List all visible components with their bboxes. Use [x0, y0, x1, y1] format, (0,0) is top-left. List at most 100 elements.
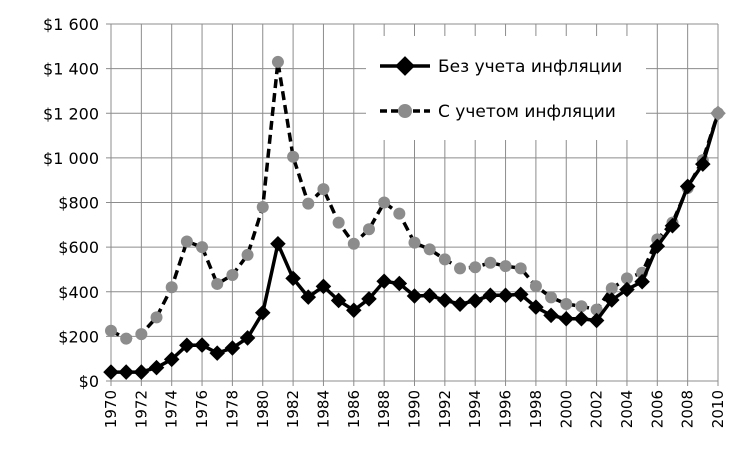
data-point-nominal [679, 178, 696, 195]
data-point-nominal [452, 296, 468, 313]
x-tick-label: 2000 [557, 390, 575, 428]
data-point-real [499, 260, 512, 273]
x-tick-label: 1986 [345, 390, 363, 428]
y-tick-label: $0 [79, 372, 99, 391]
data-point-real [438, 253, 451, 266]
y-tick-label: $200 [58, 327, 99, 346]
x-tick-label: 1976 [193, 390, 211, 428]
data-point-nominal [163, 351, 180, 368]
x-tick-label: 1990 [406, 390, 424, 428]
legend-label-real: С учетом инфляции [438, 102, 616, 122]
data-point-real [226, 269, 239, 282]
data-point-real [317, 183, 330, 196]
data-point-real [135, 328, 148, 341]
data-point-real [256, 200, 269, 213]
data-point-nominal [437, 292, 453, 309]
data-point-real [180, 235, 193, 248]
data-point-real [454, 262, 467, 275]
x-tick-label: 1982 [284, 390, 302, 428]
data-point-real [120, 332, 133, 345]
y-tick-label: $800 [58, 194, 99, 213]
data-point-real [378, 196, 391, 209]
y-tick-label: $1 600 [43, 15, 99, 34]
legend-circle-icon [398, 104, 412, 118]
y-axis-labels: $0 $200 $400 $600 $800 $1 000 $1 200 $1 400 $1 6… [43, 15, 99, 391]
legend-label-nominal: Без учета инфляции [438, 57, 622, 77]
y-tick-label: $1 000 [43, 149, 99, 168]
x-tick-label: 1970 [102, 390, 120, 428]
data-point-nominal [467, 292, 483, 309]
data-point-real [529, 280, 542, 293]
data-point-real [347, 237, 360, 250]
data-point-nominal [239, 330, 256, 346]
x-tick-label: 1974 [163, 390, 181, 428]
x-axis-labels: 1970 1972 1974 1976 1978 1980 1982 1984 1986 1988… [102, 390, 727, 428]
y-tick-label: $600 [58, 238, 99, 257]
data-point-real [393, 207, 406, 220]
data-point-nominal [649, 238, 666, 255]
data-point-real [196, 241, 209, 254]
data-point-real [271, 55, 284, 68]
y-tick-label: $1 200 [43, 104, 99, 123]
data-point-nominal [194, 337, 210, 353]
data-point-real [423, 243, 436, 256]
x-tick-label: 2008 [679, 390, 697, 428]
legend-diamond-icon [395, 56, 415, 76]
data-point-real [514, 262, 527, 275]
data-point-real [575, 300, 588, 313]
data-point-nominal [254, 304, 271, 321]
data-point-nominal [695, 156, 711, 172]
data-point-real [484, 256, 497, 269]
data-point-nominal [148, 359, 165, 376]
x-tick-label: 1994 [466, 390, 484, 428]
data-point-nominal [664, 217, 681, 234]
data-point-real [211, 277, 224, 290]
y-tick-label: $1 400 [43, 60, 99, 79]
data-point-real [408, 236, 421, 249]
data-point-nominal [133, 364, 150, 380]
data-point-nominal [558, 310, 575, 327]
x-tick-label: 2002 [588, 390, 606, 428]
data-point-nominal [710, 105, 726, 122]
data-point-real [545, 291, 558, 304]
data-point-nominal [497, 287, 514, 304]
x-tick-label: 1978 [223, 390, 241, 428]
data-point-real [620, 272, 633, 285]
data-point-nominal [179, 337, 195, 354]
data-point-nominal [103, 364, 119, 380]
data-point-nominal [421, 287, 438, 304]
grid [106, 23, 719, 386]
x-tick-label: 1972 [132, 390, 150, 428]
data-point-nominal [482, 287, 499, 304]
data-point-real [165, 281, 178, 294]
data-point-real [302, 197, 315, 210]
data-point-real [150, 311, 163, 324]
x-tick-label: 1984 [314, 390, 332, 428]
data-point-real [332, 216, 345, 229]
x-tick-label: 2006 [648, 390, 666, 428]
data-point-nominal [270, 235, 286, 252]
data-point-real [590, 303, 603, 316]
data-point-nominal [543, 307, 559, 324]
data-point-real [241, 248, 254, 261]
data-point-real [605, 282, 618, 295]
legend: Без учета инфляции С учетом инфляции [366, 36, 646, 140]
data-point-nominal [224, 340, 241, 356]
data-point-nominal [118, 364, 134, 380]
data-point-real [287, 150, 300, 163]
x-tick-label: 1998 [527, 390, 545, 428]
data-point-real [560, 298, 573, 311]
data-point-nominal [573, 310, 590, 327]
legend-box [366, 36, 646, 140]
y-tick-label: $400 [58, 283, 99, 302]
data-point-real [105, 324, 117, 337]
data-point-nominal [209, 345, 226, 361]
x-tick-label: 1980 [254, 390, 272, 428]
x-tick-label: 1988 [375, 390, 393, 428]
x-tick-label: 2010 [709, 390, 727, 428]
x-tick-label: 2004 [618, 390, 636, 428]
data-point-real [362, 223, 375, 236]
x-tick-label: 1992 [436, 390, 454, 428]
x-tick-label: 1996 [497, 390, 515, 428]
